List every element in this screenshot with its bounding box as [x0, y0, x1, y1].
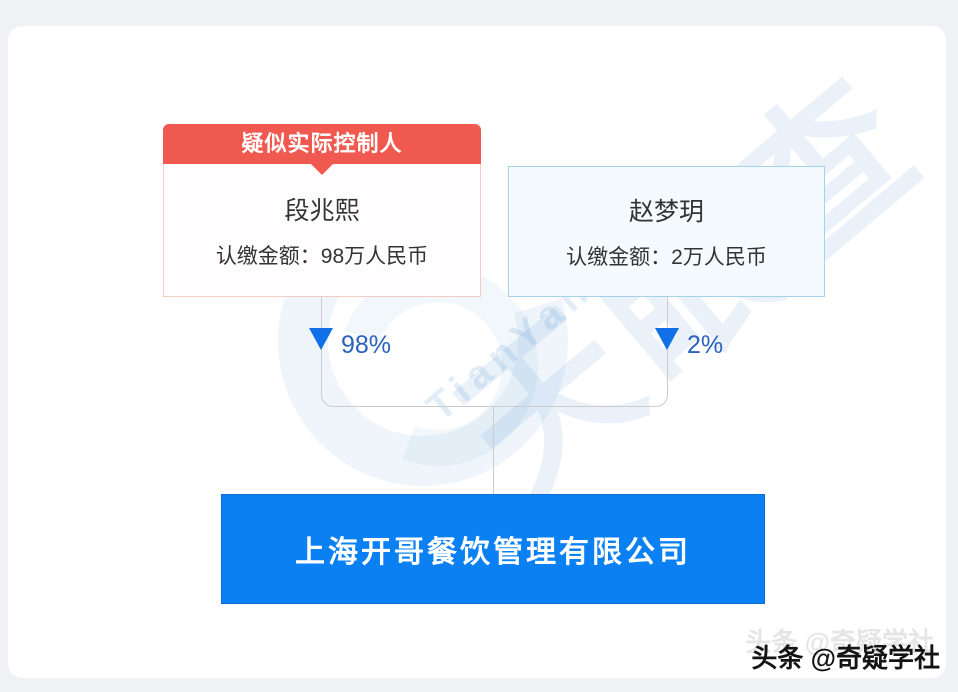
connector-stem — [493, 407, 494, 494]
shareholder-node-2[interactable]: 赵梦玥 认缴金额：2万人民币 — [508, 166, 825, 297]
down-arrow-icon — [655, 328, 679, 350]
shareholder-name: 段兆熙 — [284, 196, 360, 225]
equity-diagram-card: 天眼查 TianYancha 98% 2% 疑似实际控制人 段兆熙 认缴金额：9… — [8, 26, 946, 678]
actual-controller-tag: 疑似实际控制人 — [163, 124, 481, 164]
shareholder-amount: 认缴金额：98万人民币 — [215, 244, 429, 268]
down-arrow-icon — [309, 328, 333, 350]
shareholder-name: 赵梦玥 — [628, 198, 704, 226]
ownership-percent-label: 98% — [341, 331, 392, 359]
connector-lines — [321, 297, 668, 407]
attribution-ghost: 头条 @奇疑学社 — [745, 627, 934, 657]
shareholder-amount: 认缴金额：2万人民币 — [566, 246, 767, 269]
company-name: 上海开哥餐饮管理有限公司 — [295, 536, 691, 569]
company-node[interactable]: 上海开哥餐饮管理有限公司 — [221, 494, 765, 604]
tag-notch-icon — [311, 164, 333, 175]
shareholder-node-1[interactable]: 疑似实际控制人 段兆熙 认缴金额：98万人民币 — [163, 124, 481, 297]
attribution-watermark: 头条 @奇疑学社 — [751, 643, 940, 673]
ownership-percent-label: 2% — [687, 331, 724, 359]
